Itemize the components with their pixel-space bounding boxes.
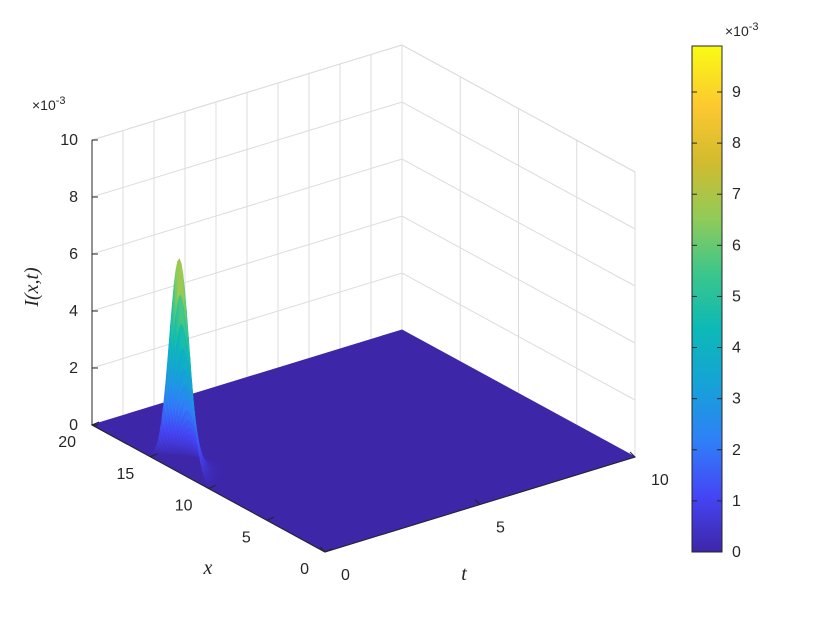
surface-patch [146, 453, 150, 455]
z-axis-label: I(x,t) [21, 267, 43, 308]
t-tick [319, 546, 326, 553]
colorbar-tick-label: 6 [732, 237, 741, 254]
colorbar-tick-label: 3 [732, 391, 741, 408]
surface-mesh [90, 258, 637, 553]
grid-line-z [91, 158, 636, 287]
t-tick-label: 0 [341, 567, 350, 584]
colorbar-tick-label: 9 [732, 84, 741, 101]
colorbar-tick-label: 1 [732, 493, 741, 510]
grid-line-z [91, 44, 636, 173]
grid-box-edge [91, 44, 403, 141]
x-tick-label: 5 [242, 529, 251, 546]
t-tick-label: 10 [651, 472, 669, 489]
x-tick [150, 453, 158, 458]
colorbar-tick-label: 7 [732, 186, 741, 203]
grid-lines [91, 44, 636, 458]
x-tick-label: 15 [116, 466, 134, 483]
t-tick [629, 451, 636, 458]
z-tick-label: 6 [69, 246, 78, 263]
x-tick [91, 421, 100, 426]
colorbar-ticks: 0 1 2 3 4 5 6 7 8 9 [692, 84, 741, 561]
x-tick [266, 516, 274, 521]
x-tick-label: 10 [175, 498, 193, 515]
colorbar-multiplier-exp: -3 [749, 21, 759, 33]
z-tick-label: 10 [60, 132, 78, 149]
z-multiplier-base: ×10 [32, 97, 56, 113]
z-tick-label: 4 [69, 303, 78, 320]
z-tick-label: 0 [69, 417, 78, 434]
t-tick-label: 5 [496, 520, 505, 537]
x-tick [208, 485, 216, 489]
t-tick [474, 499, 481, 505]
grid-box-edge [401, 44, 636, 173]
colorbar-tick-label: 8 [732, 135, 741, 152]
z-tick-label: 2 [69, 360, 78, 377]
z-tick-label: 8 [69, 189, 78, 206]
x-axis-label: x [203, 557, 213, 579]
x-tick-label: 0 [300, 561, 309, 578]
colorbar-multiplier-base: ×10 [725, 23, 749, 39]
colorbar-tick-label: 4 [732, 340, 741, 357]
t-axis-label: t [461, 563, 467, 585]
colorbar-multiplier: ×10-3 [725, 21, 759, 39]
grid-line-z [91, 101, 636, 230]
colorbar [691, 45, 723, 553]
z-multiplier: ×10-3 [32, 95, 66, 113]
colorbar-tick-label: 0 [732, 544, 741, 561]
colorbar-tick-label: 5 [732, 288, 741, 305]
z-multiplier-exp: -3 [56, 95, 66, 107]
x-tick-label: 20 [58, 434, 76, 451]
colorbar-tick-label: 2 [732, 442, 741, 459]
